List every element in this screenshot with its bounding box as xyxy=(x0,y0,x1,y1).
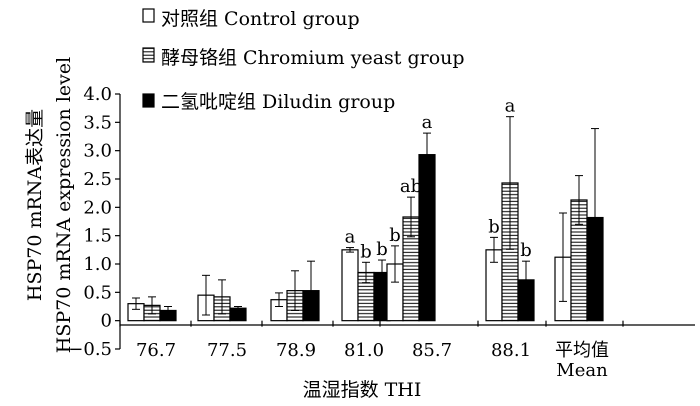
significance-label: b xyxy=(488,216,500,237)
bar-solid-4 xyxy=(418,154,436,322)
significance-label: a xyxy=(505,96,516,117)
legend: 对照组 Control group 酵母铬组 Chromium yeast gr… xyxy=(142,8,465,113)
significance-label: b xyxy=(520,240,532,261)
significance-label: b xyxy=(360,241,372,262)
y-tick-label: 4.0 xyxy=(83,84,112,105)
legend-entry-diludin: 二氢吡啶组 Diludin group xyxy=(142,91,395,113)
legend-entry-control: 对照组 Control group xyxy=(142,8,360,30)
y-tick-label: 1.0 xyxy=(83,254,112,275)
significance-label: a xyxy=(422,112,433,133)
x-tick-label: 88.1 xyxy=(491,340,531,361)
significance-label: ab xyxy=(400,176,422,197)
x-tick-label: 78.9 xyxy=(276,340,316,361)
legend-label-chromium: 酵母铬组 Chromium yeast group xyxy=(161,47,465,69)
y-tick-label: 2.5 xyxy=(83,169,112,190)
x-tick-label: 77.5 xyxy=(207,340,247,361)
y-tick-label: 1.5 xyxy=(83,226,112,247)
y-tick-label: 2.0 xyxy=(83,197,112,218)
y-tick-label: 3.5 xyxy=(83,112,112,133)
bar-open-3 xyxy=(341,249,359,322)
y-tick-label: 0.5 xyxy=(83,282,112,303)
significance-label: a xyxy=(345,227,356,248)
significance-label: b xyxy=(376,239,388,260)
legend-swatch-control xyxy=(142,8,155,23)
x-tick-label: 81.0 xyxy=(344,340,384,361)
y-tick-label: −0.5 xyxy=(68,339,112,360)
y-tick-label: 0 xyxy=(101,311,112,332)
legend-swatch-diludin xyxy=(142,93,155,108)
legend-label-control: 对照组 Control group xyxy=(161,8,360,30)
legend-swatch-chromium xyxy=(142,47,155,63)
legend-entry-chromium: 酵母铬组 Chromium yeast group xyxy=(142,47,465,69)
y-axis-title-en: HSP70 mRNA expression level xyxy=(53,57,75,353)
legend-label-diludin: 二氢吡啶组 Diludin group xyxy=(161,91,395,113)
x-tick-sublabel: Mean xyxy=(556,360,608,381)
x-tick-label: 85.7 xyxy=(412,340,452,361)
significance-label: b xyxy=(389,225,401,246)
x-tick-label: 76.7 xyxy=(136,340,176,361)
x-axis-title: 温湿指数 THI xyxy=(303,379,422,401)
y-ticks: −0.5 0 0.5 1.0 1.5 2.0 2.5 3.0 3.5 4.0 xyxy=(68,84,120,360)
x-tick-label: 平均值 xyxy=(555,340,609,361)
y-axis-title-cn: HSP70 mRNA表达量 xyxy=(24,109,46,301)
y-tick-label: 3.0 xyxy=(83,141,112,162)
